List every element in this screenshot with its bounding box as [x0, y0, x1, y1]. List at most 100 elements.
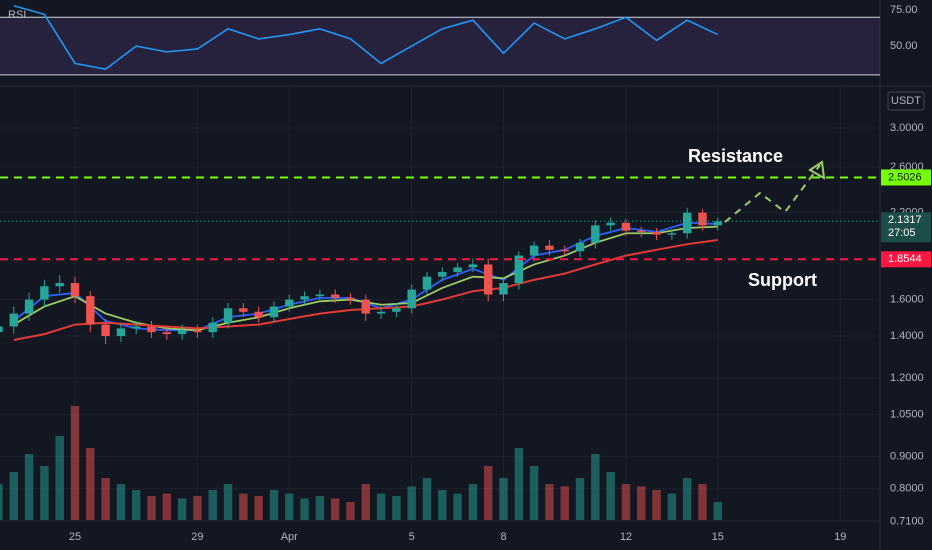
candle-body	[208, 322, 217, 333]
candle-body	[407, 289, 416, 309]
volume-bar	[223, 484, 233, 520]
x-tick-label: 29	[191, 531, 203, 543]
volume-bar	[269, 490, 279, 520]
candle-body	[468, 264, 478, 268]
currency-box	[887, 91, 925, 111]
volume-bar	[560, 486, 569, 520]
candle-body	[86, 296, 95, 325]
volume-bar	[376, 493, 386, 520]
candle-body	[484, 264, 493, 295]
candle-body	[591, 225, 600, 243]
level-tag-label: 2.5026	[888, 171, 922, 183]
candle-body	[300, 296, 309, 300]
volume-bar	[698, 484, 707, 520]
volume-bar	[453, 493, 462, 520]
x-tick-label: 12	[620, 531, 632, 543]
candle-body	[545, 245, 554, 250]
volume-bar	[606, 472, 615, 520]
volume-bar	[55, 436, 64, 520]
volume-bar	[591, 454, 600, 520]
volume-bar	[682, 478, 692, 520]
volume-bar	[162, 493, 172, 520]
x-tick-label: 8	[500, 531, 506, 543]
candle-body	[315, 294, 325, 297]
candle-body	[239, 308, 248, 312]
volume-bar	[254, 496, 263, 520]
candle-body	[560, 249, 569, 252]
last-price-label: 2.1317	[888, 214, 922, 226]
y-tick-label: 3.0000	[890, 122, 924, 134]
volume-bar	[116, 484, 126, 520]
volume-bar	[86, 448, 95, 520]
x-tick-label: 5	[409, 531, 415, 543]
candle-body	[392, 308, 401, 312]
y-tick-label: 1.6000	[890, 293, 924, 305]
volume-bar	[499, 478, 508, 520]
candle-body	[682, 212, 692, 234]
volume-bar	[101, 478, 110, 520]
level-tag-label: 1.8544	[888, 253, 922, 265]
volume-bar	[147, 496, 156, 520]
y-tick-label: 1.4000	[890, 330, 924, 342]
volume-bar	[713, 502, 722, 520]
volume-bar	[545, 484, 554, 520]
y-tick-label: 1.0500	[890, 408, 924, 420]
volume-bar	[193, 496, 202, 520]
candle-body	[24, 299, 34, 314]
rsi-title: RSI	[8, 9, 26, 21]
candle-body	[193, 330, 202, 333]
volume-bar	[575, 478, 585, 520]
volume-bar	[667, 493, 677, 520]
support-label: Support	[748, 270, 817, 290]
volume-bar	[24, 454, 34, 520]
candle-body	[330, 294, 340, 298]
candle-body	[55, 283, 64, 287]
volume-bar	[621, 484, 631, 520]
candle-body	[361, 299, 370, 314]
volume-bar	[529, 466, 539, 520]
y-tick-label: 0.7100	[890, 515, 924, 527]
volume-bar	[9, 472, 18, 520]
volume-bar	[514, 448, 524, 520]
candle-body	[223, 308, 233, 323]
volume-bar	[484, 466, 493, 520]
rsi-tick-label: 75.00	[890, 4, 918, 16]
volume-bar	[208, 490, 217, 520]
candle-body	[698, 212, 707, 226]
volume-bar	[407, 486, 416, 520]
x-tick-label: 25	[69, 531, 81, 543]
candle-body	[529, 245, 539, 256]
x-tick-label: 19	[834, 531, 846, 543]
candle-body	[606, 222, 615, 226]
candle-body	[376, 311, 386, 314]
candle-body	[0, 326, 3, 333]
candle-body	[101, 324, 110, 337]
candle-body	[652, 231, 661, 235]
candle-body	[621, 222, 631, 231]
volume-bar	[392, 496, 401, 520]
candle-body	[637, 230, 646, 232]
resistance-label: Resistance	[688, 146, 783, 166]
volume-bar	[177, 498, 187, 520]
volume-bar	[468, 484, 478, 520]
level-tag	[881, 251, 931, 268]
candle-body	[177, 330, 187, 335]
projection-path	[724, 164, 821, 223]
volume-bar	[652, 490, 661, 520]
currency: USDT	[891, 95, 921, 107]
volume-bar	[70, 406, 80, 520]
volume-bar	[40, 466, 49, 520]
rsi-tick-label: 50.00	[890, 40, 918, 52]
rsi-band-fill	[0, 17, 880, 75]
projection-arrow	[808, 160, 826, 180]
candle-body	[514, 255, 524, 284]
y-tick-label: 1.2000	[890, 372, 924, 384]
candle-body	[713, 221, 722, 226]
volume-bar	[637, 486, 646, 520]
candle-body	[147, 326, 156, 333]
rsi-line	[13, 4, 719, 71]
candle-body	[453, 267, 462, 273]
volume-bar	[438, 490, 447, 520]
